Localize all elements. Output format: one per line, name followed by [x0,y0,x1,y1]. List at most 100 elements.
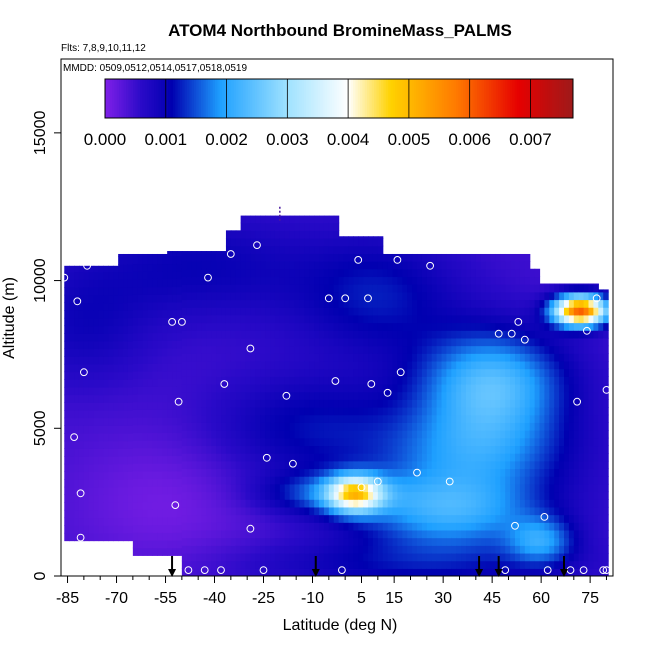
heat-cell [588,314,594,324]
heat-cell [529,307,536,316]
heat-cell [377,407,384,416]
heat-cell [225,552,232,562]
heat-cell [245,238,252,247]
heat-cell [603,345,609,354]
heat-cell [417,360,423,370]
heat-cell [230,314,237,324]
heat-cell [475,399,482,408]
heat-cell [568,391,575,400]
heat-cell [603,537,609,546]
heat-cell [436,353,443,362]
heat-cell [402,522,408,531]
heat-cell [436,399,443,408]
heat-cell [392,383,399,393]
heat-cell [402,299,408,308]
heat-cell [304,337,310,347]
heat-cell [363,445,369,454]
heat-cell [475,437,482,447]
heat-cell [402,368,408,377]
heat-cell [314,468,320,477]
heat-cell [368,545,374,554]
heat-cell [372,299,379,308]
heat-cell [157,294,163,303]
heat-cell [603,476,609,485]
heat-cell [490,529,497,539]
heat-cell [323,299,330,308]
heat-cell [480,491,487,500]
heat-cell [152,501,158,510]
heat-cell [529,491,536,500]
heat-cell [323,399,330,408]
heat-cell [69,386,75,396]
heat-cell [505,529,511,539]
heat-cell [368,368,374,377]
heat-cell [392,307,399,316]
heat-cell [426,276,433,285]
heat-cell [240,230,247,239]
heat-cell [387,314,394,324]
heat-cell [338,268,345,278]
heat-cell [250,499,256,508]
observation-point [393,256,402,264]
heat-cell [206,376,212,385]
heat-cell [578,460,585,470]
observation-point [282,391,291,400]
heat-cell [191,514,198,523]
heat-cell [573,499,580,508]
heat-cell [299,476,305,485]
heat-cell [431,314,438,324]
heat-cell [480,330,487,339]
heat-cell [358,360,364,370]
heat-cell [500,545,506,554]
observation-point [413,468,421,477]
heat-cell [436,568,443,576]
heat-cell [230,437,237,447]
heat-cell [137,417,144,426]
heat-cell [216,422,222,431]
heat-cell [490,537,497,546]
heat-cell [466,261,472,270]
heat-cell [176,294,183,303]
heat-cell [524,468,531,477]
heat-cell [240,568,247,576]
heat-cell [309,238,315,247]
heat-cell [304,253,310,262]
heat-cell [137,347,144,357]
heat-cell [559,283,565,285]
heat-cell [206,537,212,546]
heat-cell [456,307,462,316]
heat-cell [225,253,232,262]
heat-cell [519,476,526,485]
colorbar-segment [484,79,487,118]
heat-cell [603,499,609,508]
heat-cell [436,322,443,331]
heat-cell [505,445,511,454]
heat-cell [274,307,281,316]
heat-cell [377,545,384,554]
heat-cell [397,568,403,576]
heat-cell [441,360,448,370]
heat-cell [225,307,232,316]
heat-cell [240,222,247,231]
heat-cell [466,453,472,462]
heat-cell [441,568,448,576]
heat-cell [284,268,291,278]
heat-cell [216,291,222,301]
heat-cell [436,376,443,385]
heat-cell [83,294,90,304]
heat-cell [519,299,526,308]
heat-cell [250,537,256,546]
colorbar-segment [158,79,162,118]
heat-cell [176,509,183,518]
heat-cell [113,509,119,519]
heat-cell [515,414,521,423]
heat-cell [519,491,526,500]
heat-cell [328,345,335,354]
heat-cell [377,552,384,562]
heat-cell [328,222,335,231]
heat-cell [98,271,105,280]
heat-cell [211,537,217,546]
heat-cell [127,486,134,496]
heat-cell [64,394,70,403]
heat-cell [338,437,345,447]
